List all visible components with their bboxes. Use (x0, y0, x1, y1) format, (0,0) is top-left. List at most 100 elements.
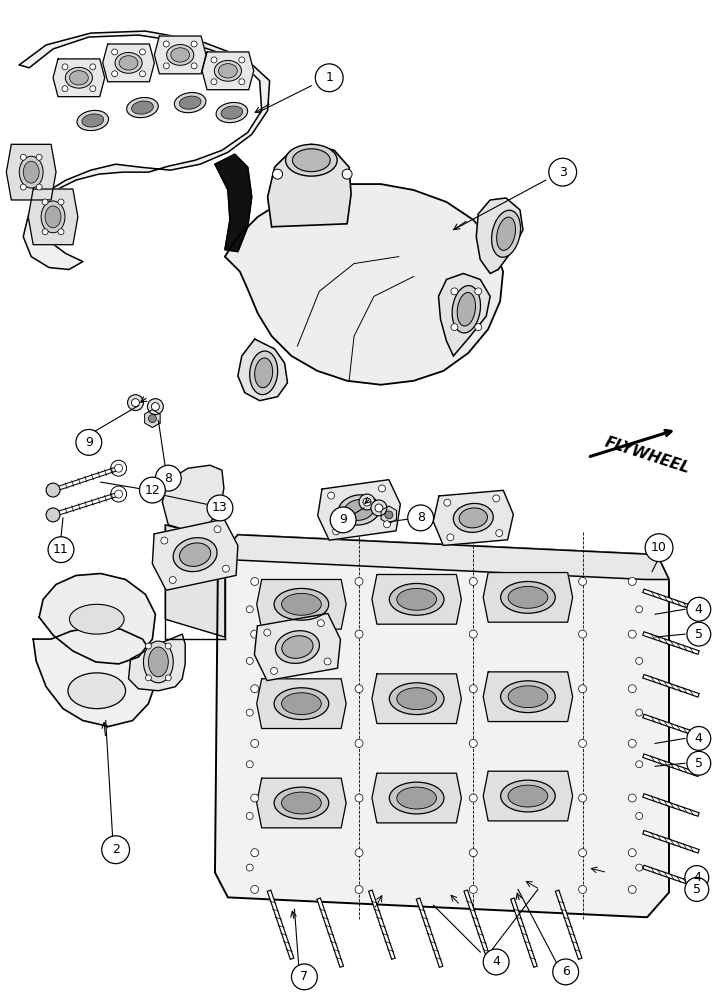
Ellipse shape (492, 210, 521, 257)
Circle shape (246, 812, 253, 819)
Ellipse shape (119, 56, 138, 70)
Circle shape (384, 521, 390, 528)
Ellipse shape (508, 586, 548, 608)
Polygon shape (28, 189, 78, 245)
Ellipse shape (82, 114, 104, 127)
Polygon shape (438, 273, 490, 356)
Circle shape (371, 500, 387, 516)
Circle shape (495, 530, 503, 537)
Circle shape (147, 399, 163, 415)
Ellipse shape (167, 45, 194, 65)
Ellipse shape (390, 583, 444, 615)
Circle shape (363, 498, 371, 506)
Text: 10: 10 (651, 541, 667, 554)
Circle shape (548, 158, 576, 186)
Circle shape (493, 495, 500, 502)
Ellipse shape (65, 67, 92, 88)
Text: 8: 8 (164, 472, 173, 485)
Circle shape (317, 620, 324, 627)
Polygon shape (215, 535, 669, 917)
Circle shape (246, 606, 253, 613)
Circle shape (475, 288, 482, 295)
Text: 6: 6 (562, 965, 570, 978)
Ellipse shape (69, 71, 88, 85)
Circle shape (407, 505, 434, 531)
Circle shape (145, 643, 151, 649)
Polygon shape (19, 31, 270, 270)
Circle shape (475, 324, 482, 331)
Ellipse shape (175, 93, 206, 113)
Polygon shape (483, 573, 573, 622)
Circle shape (636, 864, 643, 871)
Circle shape (385, 511, 393, 519)
Polygon shape (33, 627, 156, 727)
Circle shape (251, 849, 258, 857)
Text: 7: 7 (301, 970, 309, 983)
Circle shape (291, 964, 317, 990)
Polygon shape (433, 490, 513, 545)
Circle shape (102, 836, 130, 864)
Circle shape (330, 507, 356, 533)
Circle shape (628, 739, 637, 747)
Circle shape (315, 64, 343, 92)
Circle shape (355, 630, 363, 638)
Text: 9: 9 (339, 513, 347, 526)
Polygon shape (165, 525, 225, 637)
Polygon shape (153, 519, 238, 590)
Circle shape (246, 657, 253, 664)
Ellipse shape (453, 503, 493, 532)
Circle shape (165, 675, 171, 681)
Circle shape (246, 709, 253, 716)
Circle shape (469, 885, 478, 893)
Circle shape (687, 597, 711, 621)
Circle shape (127, 395, 143, 411)
Ellipse shape (180, 543, 211, 566)
Circle shape (628, 885, 637, 893)
Text: 1: 1 (325, 71, 333, 84)
Polygon shape (372, 575, 461, 624)
Text: 3: 3 (558, 166, 566, 179)
Polygon shape (129, 634, 185, 691)
Ellipse shape (338, 495, 380, 525)
Circle shape (37, 154, 42, 160)
Circle shape (140, 71, 145, 77)
Circle shape (645, 534, 673, 562)
Circle shape (687, 727, 711, 750)
Circle shape (271, 667, 278, 674)
Ellipse shape (69, 604, 124, 634)
Polygon shape (476, 198, 523, 273)
Ellipse shape (274, 688, 329, 720)
Circle shape (636, 812, 643, 819)
Circle shape (42, 229, 48, 235)
Circle shape (375, 504, 383, 512)
Circle shape (251, 794, 258, 802)
Circle shape (112, 71, 117, 77)
Circle shape (46, 483, 60, 497)
Text: 4: 4 (695, 603, 702, 616)
Ellipse shape (45, 206, 61, 228)
Polygon shape (102, 44, 155, 82)
Ellipse shape (458, 292, 475, 326)
Polygon shape (257, 778, 346, 828)
Text: 5: 5 (693, 883, 701, 896)
Circle shape (239, 79, 245, 85)
Ellipse shape (148, 647, 168, 677)
Ellipse shape (143, 641, 173, 683)
Ellipse shape (500, 581, 555, 613)
Circle shape (628, 685, 637, 693)
Circle shape (239, 57, 245, 63)
Ellipse shape (218, 64, 237, 78)
Circle shape (451, 324, 458, 331)
Ellipse shape (179, 96, 201, 109)
Ellipse shape (171, 48, 190, 62)
Text: 9: 9 (85, 436, 93, 449)
Polygon shape (202, 52, 253, 90)
Circle shape (342, 169, 352, 179)
Circle shape (151, 403, 160, 411)
Circle shape (148, 415, 156, 423)
Circle shape (207, 495, 233, 521)
Circle shape (483, 949, 509, 975)
Circle shape (579, 685, 586, 693)
Polygon shape (254, 613, 341, 681)
Polygon shape (53, 59, 105, 97)
